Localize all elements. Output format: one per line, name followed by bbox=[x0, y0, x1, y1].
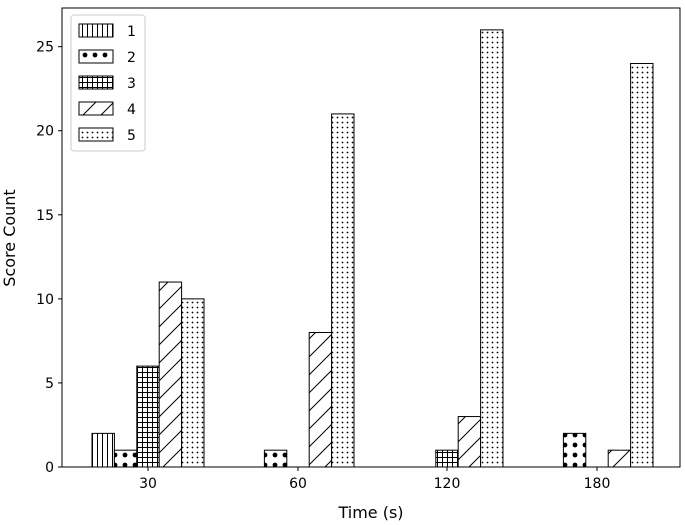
y-tick-label: 0 bbox=[45, 460, 54, 476]
legend-label-3: 3 bbox=[127, 76, 136, 92]
plot-frame bbox=[61, 7, 681, 468]
x-axis-label: Time (s) bbox=[337, 503, 403, 522]
legend-swatch-5 bbox=[78, 127, 114, 142]
legend-label-4: 4 bbox=[127, 102, 136, 118]
bar-series-4-180 bbox=[607, 449, 632, 468]
legend-swatch-3 bbox=[78, 75, 114, 90]
bar-series-2-180 bbox=[562, 432, 587, 468]
bar-series-5-30 bbox=[181, 298, 205, 468]
x-tick-label: 180 bbox=[584, 476, 611, 492]
legend-label-5: 5 bbox=[127, 128, 136, 144]
x-axis: 30 60 120 180 bbox=[139, 467, 610, 492]
bar-series-1-30 bbox=[91, 432, 115, 468]
bar-series-2-60 bbox=[263, 449, 288, 468]
bar-series-2-30 bbox=[113, 449, 138, 468]
bar-series-4-60 bbox=[308, 331, 333, 468]
x-tick-label: 60 bbox=[289, 476, 307, 492]
bar-series-3-120 bbox=[435, 449, 459, 468]
bars-group bbox=[91, 29, 654, 468]
y-tick-label: 5 bbox=[45, 376, 54, 392]
legend-swatch-1 bbox=[78, 23, 114, 38]
y-tick-label: 15 bbox=[36, 208, 54, 224]
legend-label-1: 1 bbox=[127, 24, 136, 40]
legend: 1 2 3 4 5 bbox=[70, 14, 146, 152]
y-tick-label: 20 bbox=[36, 124, 54, 140]
bar-series-4-30 bbox=[158, 281, 183, 468]
x-tick-label: 120 bbox=[434, 476, 461, 492]
y-axis-label: Score Count bbox=[0, 189, 19, 286]
bar-series-5-60 bbox=[331, 113, 355, 468]
y-tick-label: 25 bbox=[36, 40, 54, 56]
bar-series-3-30 bbox=[136, 365, 160, 468]
x-tick-label: 30 bbox=[139, 476, 157, 492]
legend-swatch-4 bbox=[78, 101, 114, 116]
bar-series-4-120 bbox=[457, 416, 482, 468]
y-tick-label: 10 bbox=[36, 292, 54, 308]
y-axis: 0 5 10 15 20 25 bbox=[36, 40, 62, 476]
bar-series-5-180 bbox=[630, 62, 654, 468]
bar-series-5-120 bbox=[480, 29, 504, 468]
legend-label-2: 2 bbox=[127, 50, 136, 66]
legend-swatch-2 bbox=[78, 49, 114, 64]
